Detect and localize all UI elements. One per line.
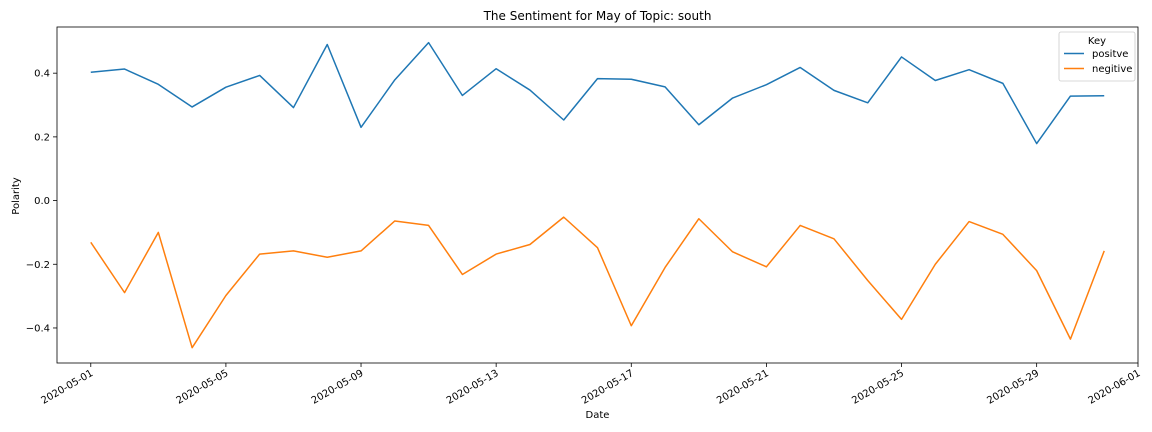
x-axis-label: Date xyxy=(586,410,610,421)
x-tick-label: 2020-05-21 xyxy=(715,368,771,407)
x-tick-label: 2020-06-01 xyxy=(1087,368,1143,407)
legend-title: Key xyxy=(1088,36,1106,47)
legend-entry-label: negitive xyxy=(1092,64,1132,75)
plot-frame xyxy=(56,26,1139,364)
x-tick-label: 2020-05-13 xyxy=(445,368,501,407)
plot-area xyxy=(90,41,1105,349)
y-axis-label: Polarity xyxy=(11,177,22,215)
x-tick-label: 2020-05-09 xyxy=(310,368,366,407)
series-line-negative xyxy=(90,216,1105,349)
legend-entry-label: positve xyxy=(1092,49,1128,60)
x-axis: 2020-05-01 2020-05-05 2020-05-09 2020-05-13… xyxy=(39,363,1143,407)
y-tick-label: −0.2 xyxy=(26,260,50,271)
x-tick-label: 2020-05-17 xyxy=(580,368,636,407)
chart-title: The Sentiment for May of Topic: south xyxy=(483,9,712,23)
x-tick-label: 2020-05-01 xyxy=(39,368,95,407)
y-tick-label: 0.4 xyxy=(34,69,50,80)
x-tick-label: 2020-05-29 xyxy=(985,368,1041,407)
y-tick-label: −0.4 xyxy=(26,323,50,334)
y-tick-label: 0.0 xyxy=(34,196,50,207)
legend: Key positve negitive xyxy=(1058,31,1136,82)
series-line-positive xyxy=(90,41,1105,145)
x-tick-label: 2020-05-05 xyxy=(175,368,231,407)
y-axis: 0.4 0.2 0.0 −0.2 −0.4 xyxy=(26,69,57,334)
x-tick-label: 2020-05-25 xyxy=(850,368,906,407)
y-tick-label: 0.2 xyxy=(34,132,50,143)
